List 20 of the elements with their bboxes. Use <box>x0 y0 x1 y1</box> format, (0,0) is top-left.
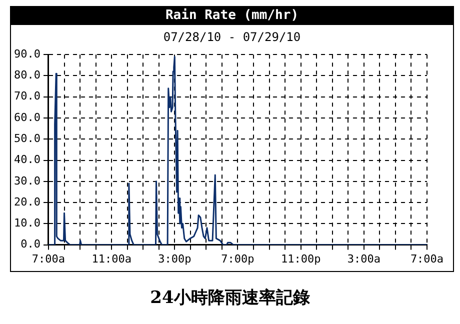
x-tick-label: 7:00a <box>410 252 444 266</box>
y-tick-label: 20.0 <box>14 195 40 208</box>
text: 24小時降雨速率記錄 <box>149 287 311 309</box>
y-tick-label: 10.0 <box>14 216 40 230</box>
x-tick-label: 7:00p <box>221 252 254 266</box>
y-tick-label: 80.0 <box>14 68 40 82</box>
y-tick-label: 90.0 <box>14 47 40 60</box>
x-tick-label: 3:00p <box>158 252 192 266</box>
chart-subtitle: 07/28/10 - 07/29/10 <box>162 29 302 45</box>
x-tick-label: 11:00a <box>92 252 132 266</box>
chart-title: Rain Rate (mm/hr) <box>11 7 453 25</box>
x-tick-label: 3:00a <box>347 252 380 266</box>
y-tick-label: 70.0 <box>14 90 40 103</box>
y-tick-label: 30.0 <box>14 174 40 188</box>
y-tick-label: 60.0 <box>14 110 40 124</box>
y-tick-label: 40.0 <box>14 153 40 166</box>
x-tick-label: 11:00p <box>280 252 321 266</box>
x-tick-label: 7:00a <box>32 252 66 266</box>
y-tick-label: 0.0 <box>20 238 40 251</box>
y-tick-label: 50.0 <box>14 132 40 145</box>
